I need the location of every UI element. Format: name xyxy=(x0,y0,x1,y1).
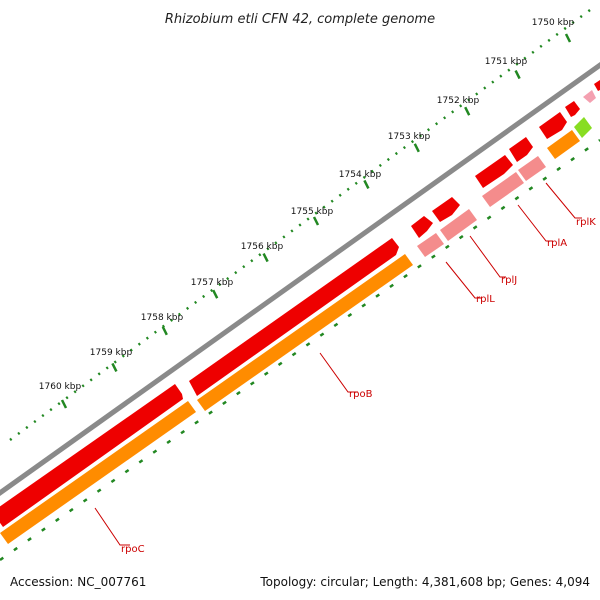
cds-arrow xyxy=(594,80,600,91)
accession-text: Accession: NC_007761 xyxy=(10,575,147,589)
scale-major-tick xyxy=(363,179,370,189)
tick-label: 1754 kbp xyxy=(339,170,382,180)
map-title: Rhizobium etli CFN 42, complete genome xyxy=(165,12,435,27)
tick-label: 1756 kbp xyxy=(241,242,284,252)
gene-labels: rpoC rpoB rplL rplJ rplA rplK xyxy=(94,182,596,555)
rpoB-cds-arrow xyxy=(189,238,399,396)
scale-major-tick xyxy=(464,106,471,116)
cds-track xyxy=(0,80,600,527)
scale-major-tick xyxy=(212,289,219,299)
scale-major-tick xyxy=(564,33,572,43)
tick-label: 1758 kbp xyxy=(141,313,184,323)
scale-major-tick xyxy=(111,362,118,372)
tick-label: 1759 kbp xyxy=(90,348,133,358)
scale-major-tick xyxy=(514,70,521,80)
rplL-label-leader xyxy=(445,261,482,299)
tick-label: 1757 kbp xyxy=(191,278,234,288)
rplA-track-block xyxy=(482,172,524,207)
tick-label: 1751 kbp xyxy=(485,57,528,67)
rplK-track-block xyxy=(518,156,546,181)
rplJ-cds-arrow xyxy=(432,197,460,222)
gene-label-rplA: rplA xyxy=(547,238,567,249)
inner-tick-ring xyxy=(0,138,600,562)
tick-label: 1752 kbp xyxy=(437,96,480,106)
rplL-track-block xyxy=(417,233,444,257)
tick-label: 1755 kbp xyxy=(291,207,334,217)
track-block xyxy=(547,130,580,159)
scale-major-tick xyxy=(262,253,269,263)
gene-label-rpoC: rpoC xyxy=(121,544,145,555)
rpoC-track-block xyxy=(0,401,196,544)
rplA-cds-arrow xyxy=(475,155,513,188)
gene-label-rpoB: rpoB xyxy=(349,389,373,400)
gene-label-rplK: rplK xyxy=(576,217,596,228)
rplK-cds-arrow xyxy=(509,137,533,162)
tick-label: 1753 kbp xyxy=(388,132,431,142)
cds-arrow xyxy=(583,90,596,103)
scale-major-tick xyxy=(60,399,68,409)
scale-major-tick xyxy=(312,216,320,226)
scale-major-ticks xyxy=(60,33,572,409)
rplL-cds-arrow xyxy=(411,216,433,238)
genome-backbone xyxy=(0,62,600,496)
rpoC-label-leader xyxy=(94,507,130,546)
gene-label-rplL: rplL xyxy=(476,294,495,305)
other-feature-block xyxy=(574,117,592,138)
rplA-label-leader xyxy=(517,204,553,242)
genome-summary-text: Topology: circular; Length: 4,381,608 bp… xyxy=(260,575,590,589)
rpoB-track-block xyxy=(197,254,413,411)
rplK-label-leader xyxy=(545,182,582,219)
cds-arrow xyxy=(539,112,567,139)
scale-major-tick xyxy=(413,143,420,153)
rpoB-label-leader xyxy=(319,352,358,393)
tick-label: 1750 kbp xyxy=(532,18,575,28)
gene-label-rplJ: rplJ xyxy=(501,275,517,286)
cds-arrow xyxy=(565,101,580,117)
scale-tick-labels: 1750 kbp 1751 kbp 1752 kbp 1753 kbp 1754… xyxy=(39,18,575,392)
rpoC-cds-arrow xyxy=(0,384,183,527)
scale-major-tick xyxy=(161,326,168,336)
scale-minor-ticks xyxy=(9,8,591,442)
tick-label: 1760 kbp xyxy=(39,382,82,392)
rplJ-label-leader xyxy=(469,235,506,278)
rplJ-track-block xyxy=(440,209,477,241)
feature-track-orange xyxy=(0,117,592,544)
